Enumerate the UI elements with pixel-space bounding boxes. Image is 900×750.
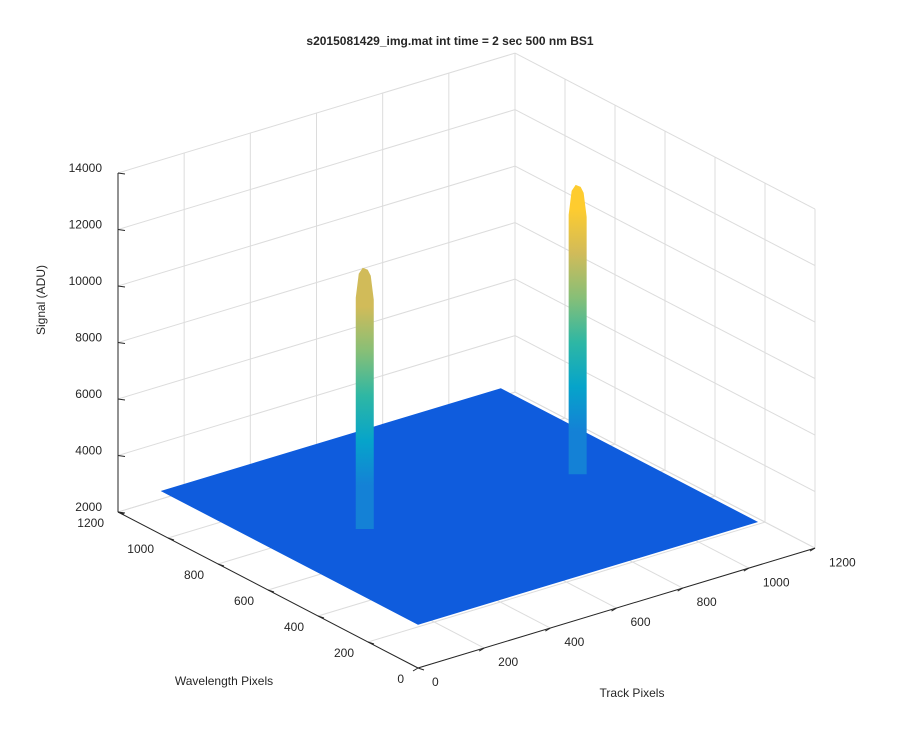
grid-line [514,222,816,380]
surface-plane [160,388,759,625]
y-tick-label: 600 [234,594,254,608]
z-tick-label: 6000 [75,387,102,401]
x-tick-label: 1000 [763,575,790,589]
x-tick [809,547,816,552]
y-tick [217,563,225,567]
grid-line [117,278,516,400]
surface-peak [355,267,374,529]
z-tick [117,342,126,344]
chart-title: s2015081429_img.mat int time = 2 sec 500… [306,34,593,48]
x-tick-label: 1200 [829,555,856,569]
y-tick [367,641,375,645]
x-tick-label: 200 [498,655,518,669]
z-tick-label: 2000 [75,500,102,514]
x-tick-label: 0 [432,675,439,689]
grid-line [514,52,816,210]
y-tick [317,615,325,619]
x-tick [412,667,419,672]
y-tick-label: 0 [397,672,404,686]
surface-peak [568,184,587,475]
z-tick-label: 10000 [69,274,103,288]
y-tick-label: 400 [284,620,304,634]
grid-line [514,391,816,549]
y-tick [167,537,175,541]
y-axis-label: Wavelength Pixels [175,674,273,688]
z-tick [117,455,126,457]
x-tick [545,627,551,632]
z-tick [117,229,126,231]
x-tick [743,567,750,572]
z-tick-label: 14000 [69,161,103,175]
z-tick [117,511,126,514]
z-axis-label: Signal (ADU) [34,265,48,335]
y-tick [417,667,425,671]
x-tick-label: 600 [631,615,651,629]
grid-line [117,222,516,343]
grid-line [514,109,816,267]
grid-line [514,278,816,436]
grid-line [117,335,516,456]
y-tick-label: 1200 [77,516,104,530]
x-tick [478,647,485,652]
y-tick [267,589,275,593]
y-tick-label: 1000 [127,542,154,556]
grid-line [117,165,516,287]
z-tick [117,172,126,175]
grid-line [367,521,766,643]
x-tick [611,607,617,612]
grid-line [117,52,516,174]
x-tick [677,587,683,592]
z-tick-label: 8000 [75,331,102,345]
grid-line [514,335,816,493]
z-tick [117,285,126,288]
z-tick-label: 12000 [69,218,103,232]
grid-line [117,109,516,230]
z-tick-label: 4000 [75,444,102,458]
y-tick-label: 800 [184,568,204,582]
y-tick-label: 200 [334,646,354,660]
x-tick-label: 800 [697,595,717,609]
grid-line [514,165,816,323]
x-tick-label: 400 [564,635,584,649]
z-tick [117,398,126,401]
x-axis-label: Track Pixels [600,686,665,700]
